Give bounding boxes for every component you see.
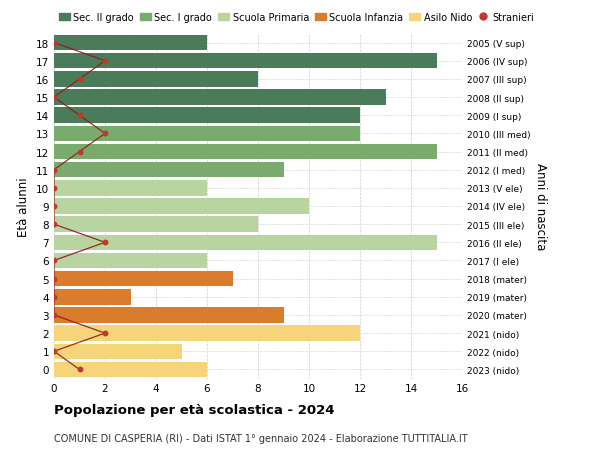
Text: COMUNE DI CASPERIA (RI) - Dati ISTAT 1° gennaio 2024 - Elaborazione TUTTITALIA.I: COMUNE DI CASPERIA (RI) - Dati ISTAT 1° … [54,433,467,442]
Point [49,40,59,47]
Bar [54,290,131,305]
Text: Popolazione per età scolastica - 2024: Popolazione per età scolastica - 2024 [54,403,335,416]
Point [49,185,59,192]
Point [74,149,84,156]
Point [74,366,84,373]
Bar [54,326,360,341]
Point [49,275,59,283]
Y-axis label: Anni di nascita: Anni di nascita [534,163,547,250]
Bar [54,108,360,123]
Point [49,293,59,301]
Bar [54,235,437,251]
Bar [54,344,182,359]
Bar [54,90,386,106]
Bar [54,308,284,323]
Point [49,348,59,355]
Point [49,312,59,319]
Bar [54,162,284,178]
Bar [54,362,207,377]
Point [100,239,110,246]
Bar [54,217,258,232]
Point [74,76,84,84]
Point [49,221,59,228]
Bar [54,126,360,142]
Point [49,203,59,210]
Point [100,330,110,337]
Legend: Sec. II grado, Sec. I grado, Scuola Primaria, Scuola Infanzia, Asilo Nido, Stran: Sec. II grado, Sec. I grado, Scuola Prim… [59,13,535,22]
Point [100,130,110,138]
Point [49,257,59,264]
Y-axis label: Età alunni: Età alunni [17,177,31,236]
Bar [54,253,207,269]
Bar [54,54,437,69]
Point [49,167,59,174]
Bar [54,271,233,287]
Point [49,94,59,101]
Bar [54,199,309,214]
Bar [54,72,258,87]
Point [74,112,84,120]
Bar [54,145,437,160]
Bar [54,36,207,51]
Bar [54,181,207,196]
Point [100,58,110,65]
